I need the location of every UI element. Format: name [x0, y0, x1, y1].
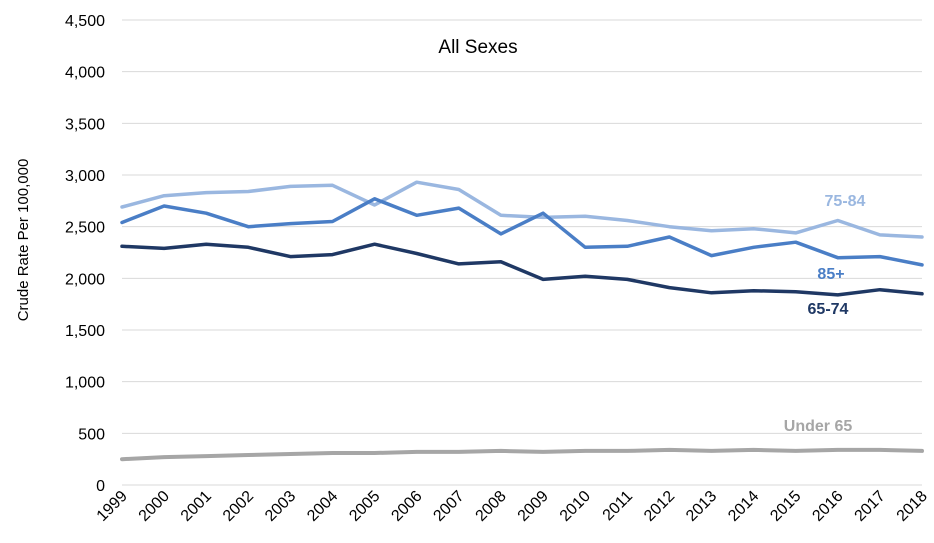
x-axis-tick-labels: 1999 2000 2001 2002 2003 2004 2005 2006 2007 2008… — [94, 488, 931, 525]
x-tick-label: 2016 — [809, 488, 846, 525]
series-label-under-65: Under 65 — [784, 418, 853, 435]
y-tick-label: 4,500 — [65, 13, 105, 30]
x-tick-label: 2008 — [473, 488, 510, 525]
y-axis-tick-labels: 0 500 1,000 1,500 2,000 2,500 3,000 3,500 4,000 4… — [65, 13, 105, 495]
series-lines — [120, 180, 924, 462]
y-tick-label: 2,500 — [65, 220, 105, 237]
x-tick-label: 2005 — [346, 488, 383, 525]
y-tick-label: 1,000 — [65, 375, 105, 392]
x-tick-label: 2006 — [388, 488, 425, 525]
y-tick-label: 1,500 — [65, 323, 105, 340]
x-tick-label: 2001 — [178, 488, 215, 525]
x-tick-label: 2003 — [262, 488, 299, 525]
chart-title: All Sexes — [438, 37, 517, 58]
x-tick-label: 2017 — [852, 488, 889, 525]
x-tick-label: 2013 — [683, 488, 720, 525]
x-tick-label: 2015 — [767, 488, 804, 525]
x-tick-label: 2018 — [894, 488, 931, 525]
y-tick-label: 4,000 — [65, 65, 105, 82]
y-tick-label: 2,000 — [65, 271, 105, 288]
series-label-65-74: 65-74 — [808, 301, 849, 318]
series-line-65-74 — [120, 242, 924, 297]
series-line-75-84 — [120, 180, 924, 239]
y-axis-title: Crude Rate Per 100,000 — [15, 159, 32, 322]
series-label-75-84: 75-84 — [825, 193, 866, 210]
x-tick-label: 2009 — [515, 488, 552, 525]
x-tick-label: 2014 — [725, 488, 762, 525]
y-tick-label: 500 — [78, 426, 105, 443]
x-tick-label: 2010 — [557, 488, 594, 525]
y-tick-label: 3,000 — [65, 168, 105, 185]
gridlines — [122, 19, 922, 486]
x-tick-label: 2002 — [220, 488, 257, 525]
x-tick-label: 2000 — [136, 488, 173, 525]
y-tick-label: 3,500 — [65, 116, 105, 133]
x-tick-label: 2007 — [430, 488, 467, 525]
series-line-85-plus — [120, 197, 924, 267]
x-tick-label: 2011 — [600, 488, 636, 524]
x-tick-label: 2012 — [641, 488, 678, 525]
y-tick-label: 0 — [96, 478, 105, 495]
series-label-85-plus: 85+ — [817, 266, 844, 283]
series-line-under-65 — [120, 447, 924, 462]
x-tick-label: 2004 — [304, 488, 341, 525]
